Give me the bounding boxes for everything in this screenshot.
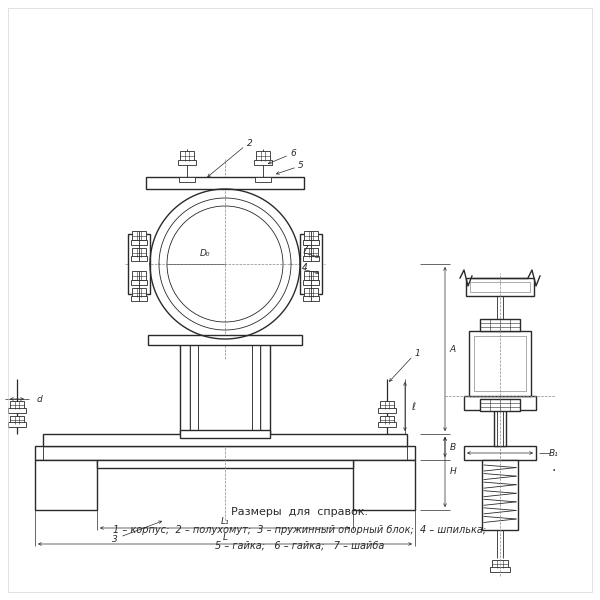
Bar — [300, 234, 322, 294]
Text: L₁: L₁ — [221, 517, 229, 527]
Bar — [252, 339, 260, 434]
Text: 2: 2 — [247, 139, 253, 148]
Bar — [131, 280, 147, 285]
Bar — [148, 335, 302, 345]
Bar — [304, 248, 318, 257]
Bar — [146, 177, 304, 189]
Text: B: B — [450, 443, 456, 451]
Bar — [131, 256, 147, 261]
Bar — [180, 430, 270, 438]
Bar — [480, 319, 520, 331]
Text: L: L — [223, 533, 227, 542]
Bar — [353, 460, 415, 510]
Bar — [466, 278, 534, 296]
Bar — [482, 460, 518, 530]
Text: 6: 6 — [290, 148, 296, 157]
Text: ℓ: ℓ — [411, 401, 415, 412]
Bar — [35, 460, 97, 510]
Text: 7: 7 — [302, 245, 308, 254]
Bar — [8, 422, 26, 427]
Bar — [303, 240, 319, 245]
Bar — [380, 416, 394, 424]
Bar — [380, 401, 394, 409]
Bar — [260, 339, 270, 434]
Text: H: H — [449, 467, 457, 476]
Bar — [131, 296, 147, 301]
Bar — [470, 282, 530, 292]
Text: 1: 1 — [414, 349, 420, 358]
Bar — [128, 234, 150, 294]
Text: D₀: D₀ — [200, 250, 210, 259]
Bar — [303, 296, 319, 301]
Bar — [464, 396, 536, 410]
Bar — [494, 410, 506, 446]
Bar — [304, 271, 318, 280]
Bar — [131, 240, 147, 245]
Bar — [378, 422, 396, 427]
Bar — [256, 151, 270, 161]
Bar — [490, 567, 510, 572]
Bar — [303, 280, 319, 285]
Bar — [198, 339, 252, 434]
Bar — [254, 160, 272, 165]
Text: 5: 5 — [298, 160, 304, 169]
Bar — [378, 408, 396, 413]
Bar — [180, 339, 190, 434]
Text: d: d — [36, 395, 42, 403]
Bar — [35, 446, 415, 460]
Bar — [132, 231, 146, 240]
Bar — [132, 248, 146, 257]
Text: 5 – гайка;   6 – гайка;   7 – шайба: 5 – гайка; 6 – гайка; 7 – шайба — [215, 541, 385, 551]
Circle shape — [167, 206, 283, 322]
Text: A: A — [450, 344, 456, 353]
Bar — [8, 408, 26, 413]
Text: 4: 4 — [302, 263, 308, 272]
Bar — [10, 401, 24, 409]
Bar — [132, 271, 146, 280]
Bar — [304, 231, 318, 240]
Bar — [304, 288, 318, 297]
Bar — [43, 434, 407, 446]
Bar — [469, 331, 531, 396]
Bar — [132, 288, 146, 297]
Text: B₁: B₁ — [549, 449, 559, 457]
Bar — [255, 177, 271, 182]
Text: .: . — [552, 460, 556, 474]
Bar — [480, 399, 520, 411]
Bar — [303, 256, 319, 261]
Bar — [464, 446, 536, 460]
Text: 1 – корпус;  2 – полухомут;  3 – пружинный опорный блок;  4 – шпилька;: 1 – корпус; 2 – полухомут; 3 – пружинный… — [113, 525, 487, 535]
Bar — [190, 339, 198, 434]
Bar — [180, 151, 194, 161]
Bar — [178, 160, 196, 165]
Bar — [97, 460, 353, 468]
Bar — [492, 560, 508, 568]
Text: 3: 3 — [112, 535, 118, 545]
Bar — [10, 416, 24, 424]
Bar — [179, 177, 195, 182]
Bar — [474, 336, 526, 391]
Text: Размеры  для  справок.: Размеры для справок. — [232, 507, 368, 517]
